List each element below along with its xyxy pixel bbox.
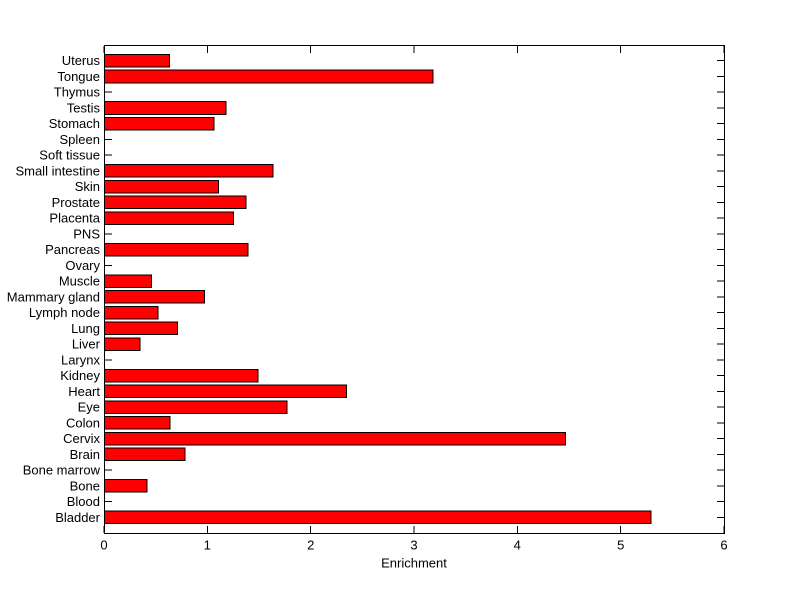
svg-text:3: 3	[410, 538, 417, 553]
svg-text:Bone: Bone	[70, 478, 100, 493]
svg-text:Heart: Heart	[68, 384, 100, 399]
svg-text:Ovary: Ovary	[65, 258, 100, 273]
svg-text:4: 4	[514, 538, 521, 553]
svg-text:1: 1	[204, 538, 211, 553]
svg-text:Lymph node: Lymph node	[29, 305, 100, 320]
svg-text:5: 5	[617, 538, 624, 553]
svg-text:Testis: Testis	[67, 101, 101, 116]
svg-text:Brain: Brain	[70, 447, 100, 462]
svg-text:Uterus: Uterus	[62, 53, 101, 68]
svg-text:Skin: Skin	[75, 179, 100, 194]
svg-text:Placenta: Placenta	[49, 211, 100, 226]
svg-text:Bone marrow: Bone marrow	[23, 463, 101, 478]
svg-text:2: 2	[307, 538, 314, 553]
svg-text:Pancreas: Pancreas	[45, 242, 100, 257]
svg-text:Soft tissue: Soft tissue	[39, 148, 100, 163]
svg-text:Prostate: Prostate	[52, 195, 100, 210]
svg-text:Thymus: Thymus	[54, 85, 101, 100]
svg-text:Small intestine: Small intestine	[15, 163, 100, 178]
svg-text:Blood: Blood	[67, 494, 100, 509]
svg-text:Muscle: Muscle	[59, 274, 100, 289]
svg-text:Colon: Colon	[66, 415, 100, 430]
svg-text:Liver: Liver	[72, 337, 101, 352]
svg-text:0: 0	[100, 538, 107, 553]
svg-text:Cervix: Cervix	[63, 431, 100, 446]
svg-text:Lung: Lung	[71, 321, 100, 336]
svg-text:6: 6	[720, 538, 727, 553]
svg-text:Larynx: Larynx	[61, 352, 101, 367]
svg-text:PNS: PNS	[73, 226, 100, 241]
svg-text:Tongue: Tongue	[57, 69, 100, 84]
svg-text:Stomach: Stomach	[49, 116, 100, 131]
svg-text:Enrichment: Enrichment	[381, 556, 447, 571]
svg-text:Spleen: Spleen	[60, 132, 100, 147]
svg-text:Bladder: Bladder	[55, 510, 100, 525]
svg-text:Kidney: Kidney	[60, 368, 100, 383]
svg-text:Mammary gland: Mammary gland	[7, 289, 100, 304]
svg-text:Eye: Eye	[78, 400, 100, 415]
